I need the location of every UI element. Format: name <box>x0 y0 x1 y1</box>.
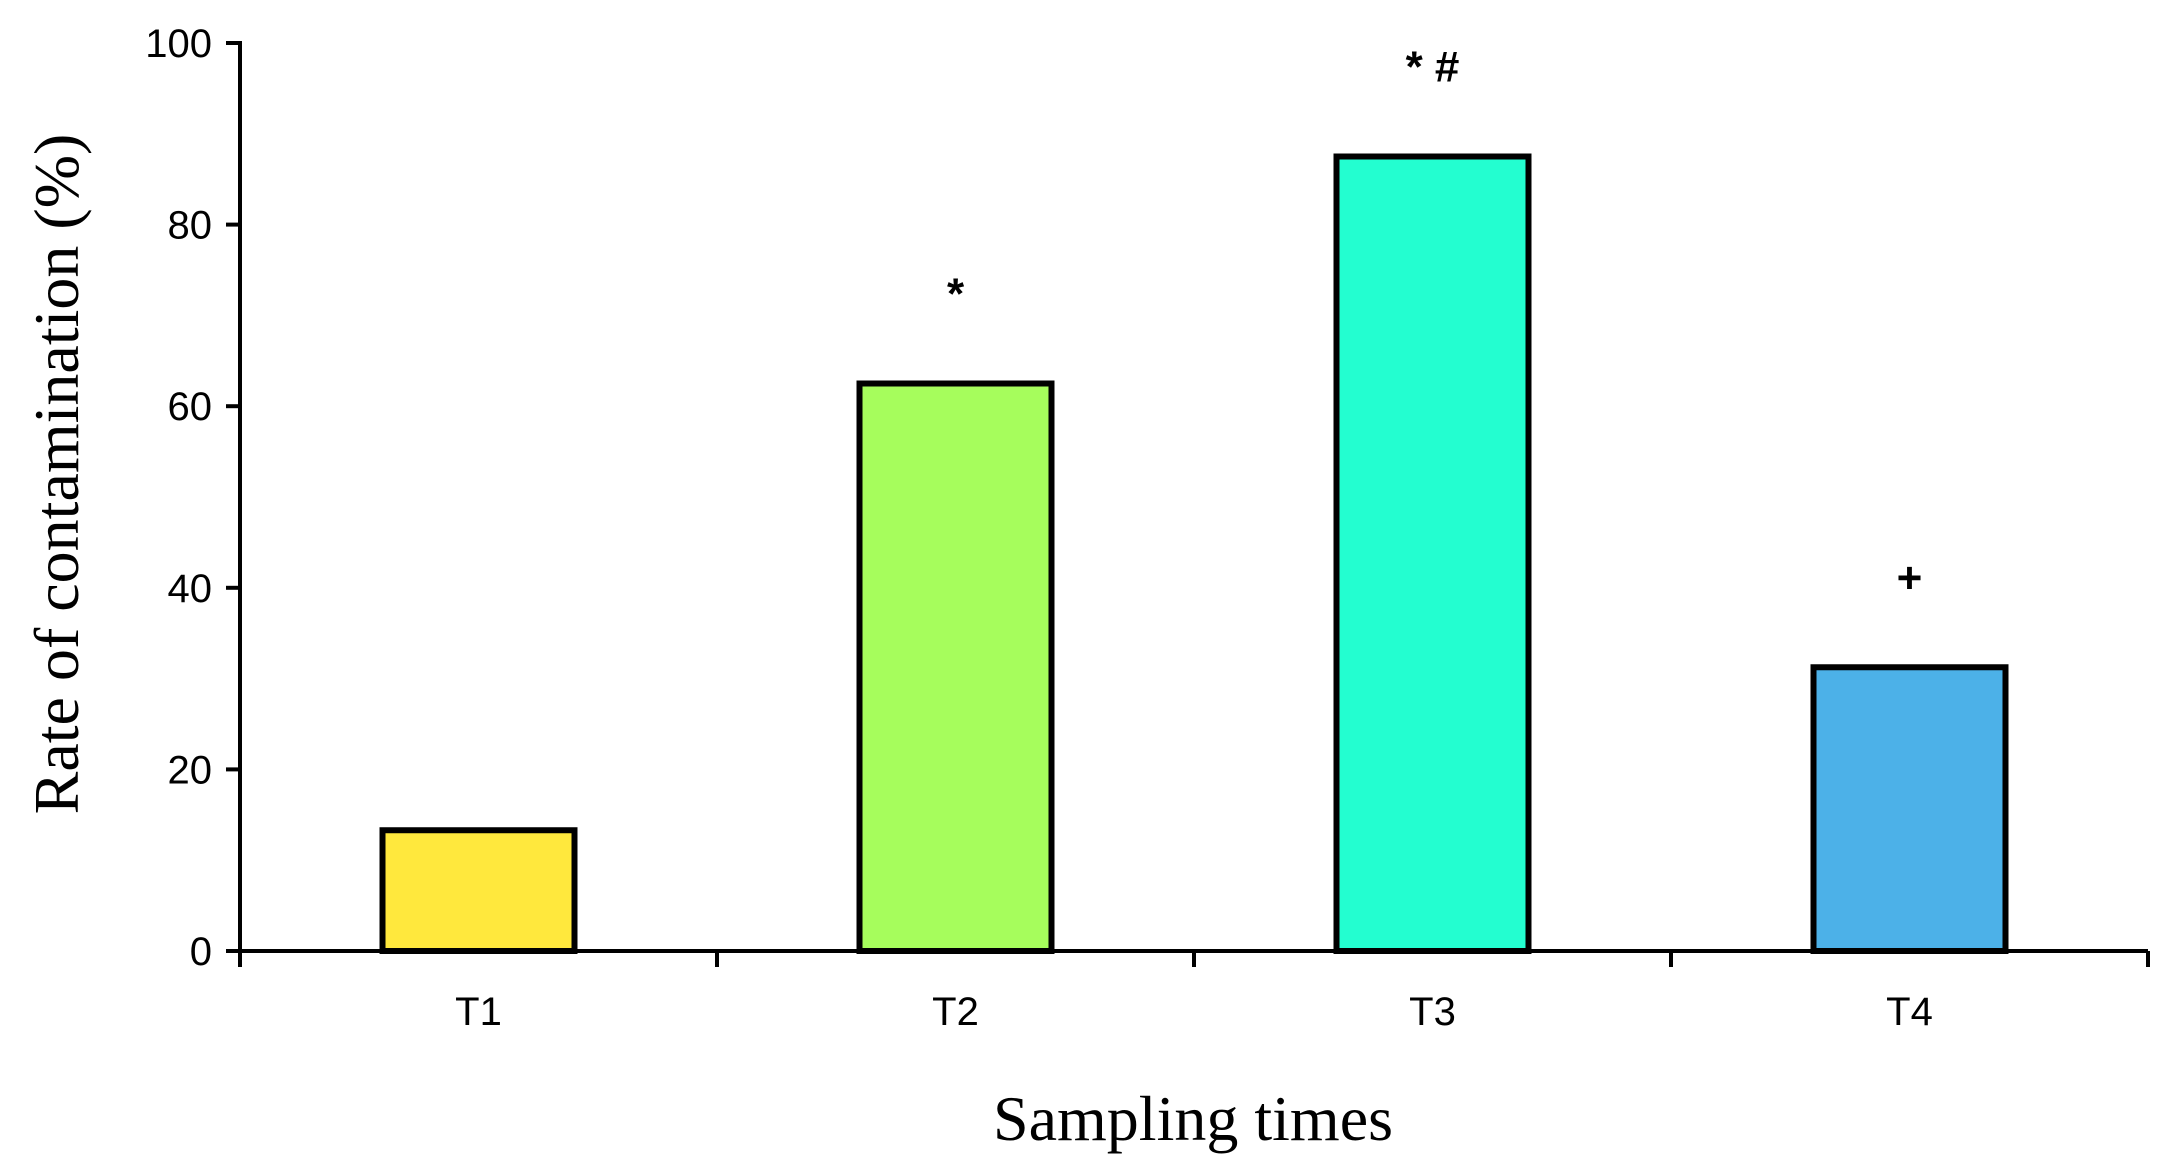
bar-t1 <box>379 827 578 955</box>
y-axis-ticks: 0 20 40 60 80 100 <box>145 22 240 974</box>
x-tick-label: T3 <box>1409 990 1456 1034</box>
bars <box>379 153 2009 955</box>
annotation-t3: * # <box>1406 43 1460 92</box>
x-tick-label: T1 <box>455 990 502 1034</box>
x-axis-title: Sampling times <box>993 1083 1393 1154</box>
bar-t3 <box>1333 153 1532 954</box>
significance-annotations: * * # + <box>947 43 1922 603</box>
x-tick-label: T2 <box>932 990 979 1034</box>
y-tick-label: 20 <box>168 748 213 792</box>
y-tick-label: 100 <box>145 22 212 66</box>
annotation-t4: + <box>1897 553 1923 602</box>
bar-t4 <box>1810 664 2009 954</box>
y-tick-label: 0 <box>190 930 212 974</box>
y-tick-label: 60 <box>168 385 213 429</box>
annotation-t2: * <box>947 270 965 319</box>
y-axis-title: Rate of contamination (%) <box>21 134 92 815</box>
x-axis-ticks: T1 T2 T3 T4 <box>238 951 2150 1034</box>
y-tick-label: 80 <box>168 204 213 248</box>
bar-t2 <box>856 380 1055 954</box>
y-tick-label: 40 <box>168 567 213 611</box>
x-tick-label: T4 <box>1886 990 1933 1034</box>
